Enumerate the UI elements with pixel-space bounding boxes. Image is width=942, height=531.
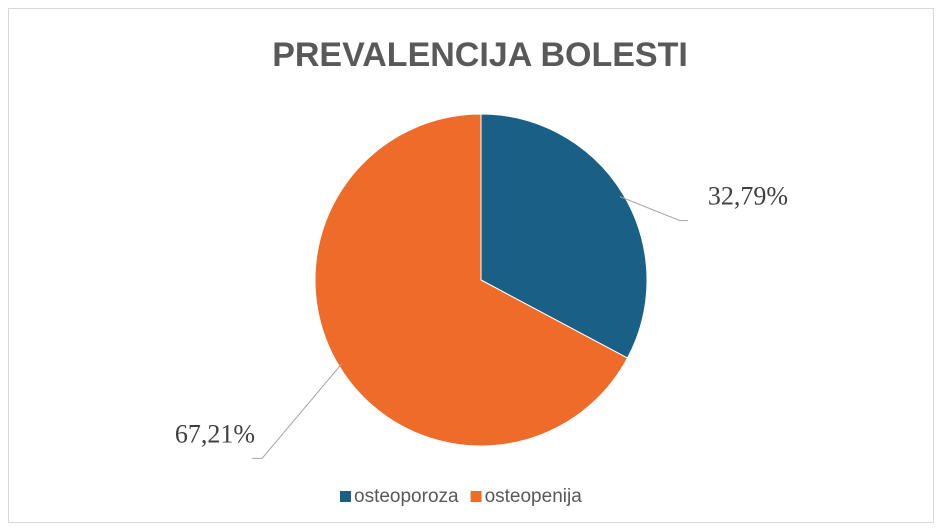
leader-line [619, 196, 688, 222]
data-label: 32,79% [708, 182, 788, 211]
legend-swatch [340, 491, 351, 502]
pie-slice [314, 113, 629, 447]
legend-swatch [470, 491, 482, 502]
data-label: 67,21% [175, 419, 255, 448]
legend-label: osteopenija [485, 486, 583, 507]
leader-line [252, 363, 343, 459]
chart-title: PREVALENCIJA BOLESTI [272, 36, 688, 74]
pie-slice [480, 113, 648, 359]
legend-label: osteoporoza [354, 486, 459, 507]
